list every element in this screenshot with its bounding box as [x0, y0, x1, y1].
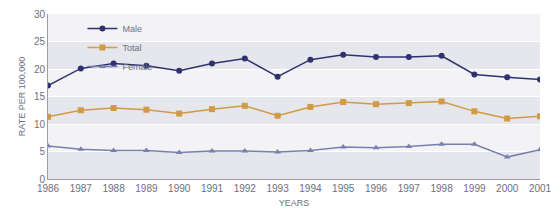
svg-text:YEARS: YEARS	[279, 198, 310, 208]
svg-text:1999: 1999	[463, 183, 486, 194]
svg-text:Female: Female	[122, 62, 152, 72]
svg-text:1993: 1993	[266, 183, 289, 194]
svg-text:1996: 1996	[365, 183, 388, 194]
svg-text:20: 20	[34, 64, 46, 75]
svg-text:1988: 1988	[102, 183, 125, 194]
svg-text:1997: 1997	[398, 183, 421, 194]
svg-text:RATE PER 100,000: RATE PER 100,000	[17, 57, 27, 136]
svg-text:5: 5	[39, 146, 45, 157]
svg-text:1998: 1998	[430, 183, 453, 194]
svg-text:10: 10	[34, 119, 46, 130]
svg-text:1994: 1994	[299, 183, 322, 194]
svg-text:Male: Male	[122, 24, 142, 34]
svg-text:1987: 1987	[70, 183, 93, 194]
svg-text:0: 0	[39, 174, 45, 185]
svg-text:1990: 1990	[168, 183, 191, 194]
svg-text:30: 30	[34, 9, 46, 20]
svg-text:2001: 2001	[529, 183, 552, 194]
svg-text:1992: 1992	[234, 183, 257, 194]
svg-text:1995: 1995	[332, 183, 355, 194]
svg-text:2000: 2000	[496, 183, 519, 194]
svg-text:1991: 1991	[201, 183, 224, 194]
svg-text:1986: 1986	[37, 183, 60, 194]
svg-text:15: 15	[34, 91, 46, 102]
svg-text:1989: 1989	[135, 183, 158, 194]
svg-text:Total: Total	[122, 43, 141, 53]
svg-text:25: 25	[34, 36, 46, 47]
